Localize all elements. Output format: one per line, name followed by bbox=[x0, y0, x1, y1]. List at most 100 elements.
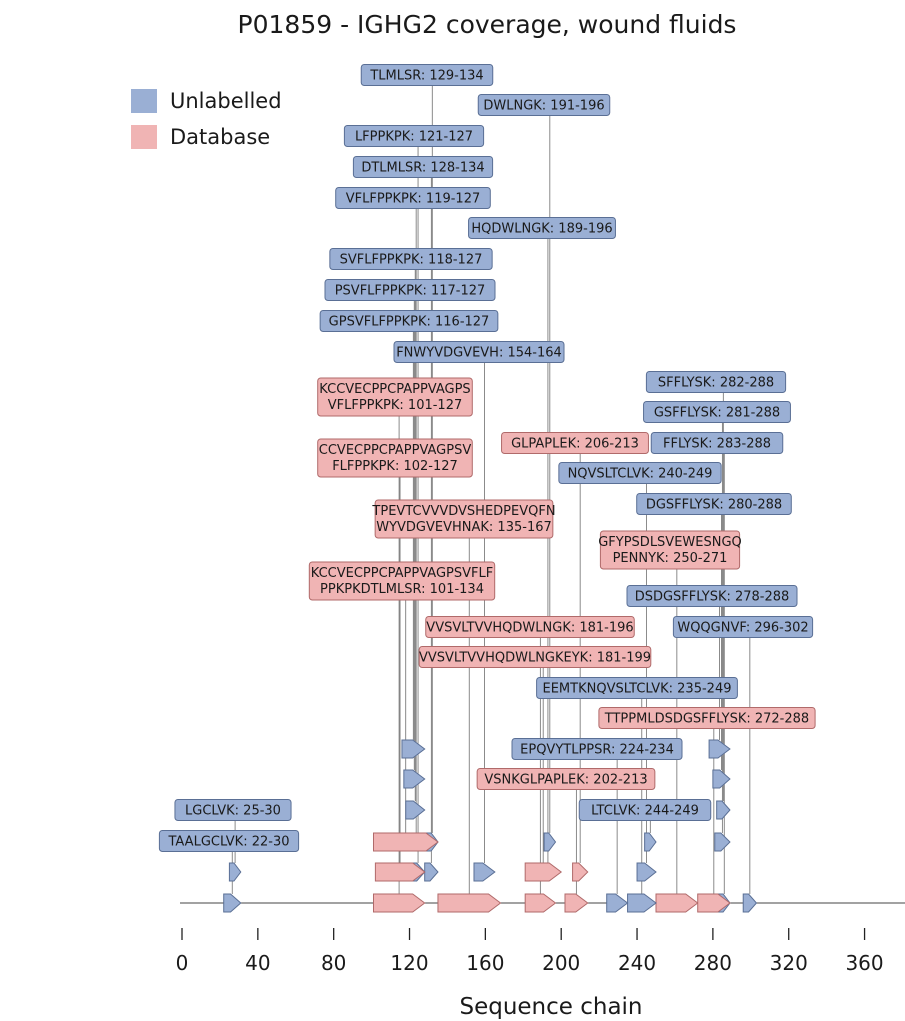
peptide-arrow bbox=[524, 893, 557, 913]
legend-label-unlabelled: Unlabelled bbox=[170, 89, 282, 113]
peptide-label: FNWYVDGVEVH: 154-164 bbox=[393, 341, 565, 363]
peptide-label-box bbox=[477, 94, 611, 116]
peptide-label-box bbox=[598, 707, 816, 729]
peptide-label-text: VFLFPPKPK: 119-127 bbox=[346, 192, 481, 207]
peptide-label: NQVSLTCLVK: 240-249 bbox=[558, 462, 722, 484]
peptide-label: WQQGNVF: 296-302 bbox=[672, 616, 814, 638]
peptide-label: DGSFFLYSK: 280-288 bbox=[636, 493, 792, 515]
legend-swatch-unlabelled bbox=[131, 89, 157, 113]
peptide-arrow bbox=[627, 893, 657, 913]
x-axis: 0 40 80 120 160 200 240 280 320 360 bbox=[176, 928, 884, 975]
peptide-label-text: TAALGCLVK: 22-30 bbox=[168, 835, 290, 850]
peptide-label-box bbox=[645, 371, 787, 393]
peptide-label-text: SVFLFPPKPK: 118-127 bbox=[340, 253, 483, 268]
peptide-label-box bbox=[335, 187, 491, 209]
peptide-label: KCCVECPPCPAPPVAGPS VFLFPPKPK: 101-127 bbox=[317, 377, 473, 417]
peptide-label-text: FNWYVDGVEVH: 154-164 bbox=[396, 346, 562, 361]
peptide-label-box bbox=[343, 125, 485, 147]
peptide-arrow bbox=[564, 893, 589, 913]
peptide-label-box bbox=[319, 310, 499, 332]
peptide-label: KCCVECPPCPAPPVAGPSVFLF PPKPKDTLMLSR: 101-… bbox=[308, 561, 496, 601]
peptide-label: TPEVTCVVVDVSHEDPEVQFN WYVDGVEVHNAK: 135-1… bbox=[371, 499, 556, 539]
peptide-label: PSVFLFPPKPK: 117-127 bbox=[324, 279, 496, 301]
peptide-label-box bbox=[536, 677, 738, 699]
legend-swatch-database bbox=[131, 125, 157, 149]
peptide-label: TLMLSR: 129-134 bbox=[360, 64, 494, 86]
peptide-arrow bbox=[437, 893, 502, 913]
peptide-arrow bbox=[644, 832, 657, 852]
peptide-label-box bbox=[425, 616, 635, 638]
peptide-label-text: GPSVFLFPPKPK: 116-127 bbox=[329, 315, 490, 330]
peptide-label-box bbox=[468, 217, 616, 239]
peptide-label-text: EPQVYTLPPSR: 224-234 bbox=[520, 743, 674, 758]
peptide-label: TAALGCLVK: 22-30 bbox=[158, 830, 300, 852]
peptide-label-text: LFPPKPK: 121-127 bbox=[355, 130, 473, 145]
peptide-label-box bbox=[650, 432, 784, 454]
peptide-label: VSNKGLPAPLEK: 202-213 bbox=[476, 768, 656, 790]
peptide-label-text: DGSFFLYSK: 280-288 bbox=[646, 498, 782, 513]
peptide-label-text: EEMTKNQVSLTCLVK: 235-249 bbox=[543, 682, 732, 697]
peptide-label-text: GLPAPLEK: 206-213 bbox=[511, 437, 639, 452]
peptide-label: TTPPMLDSDGSFFLYSK: 272-288 bbox=[598, 707, 816, 729]
peptide-label-text: KCCVECPPCPAPPVAGPS VFLFPPKPK: 101-127 bbox=[319, 382, 470, 413]
peptide-arrow bbox=[543, 832, 557, 852]
peptide-label: EEMTKNQVSLTCLVK: 235-249 bbox=[536, 677, 738, 699]
peptide-label-text: WQQGNVF: 296-302 bbox=[677, 621, 808, 636]
x-tick-label: 280 bbox=[694, 951, 732, 975]
peptide-label-text: PSVFLFPPKPK: 117-127 bbox=[335, 284, 486, 299]
x-tick-label: 40 bbox=[245, 951, 270, 975]
peptide-label-text: KCCVECPPCPAPPVAGPSVFLF PPKPKDTLMLSR: 101-… bbox=[311, 566, 493, 597]
peptide-label: DWLNGK: 191-196 bbox=[477, 94, 611, 116]
peptide-label-text: LGCLVK: 25-30 bbox=[185, 804, 281, 819]
peptide-label-text: GFYPSDLSVEWESNGQ PENNYK: 250-271 bbox=[598, 535, 742, 566]
peptide-arrow bbox=[636, 862, 657, 882]
peptide-arrow bbox=[712, 769, 731, 789]
peptide-label: EPQVYTLPPSR: 224-234 bbox=[511, 738, 683, 760]
chart-title: P01859 - IGHG2 coverage, wound fluids bbox=[238, 10, 737, 39]
peptide-label: VVSVLTVVHQDWLNGK: 181-196 bbox=[425, 616, 635, 638]
peptide-labels: TLMLSR: 129-134 DWLNGK: 191-196 LFPPKPK: 1… bbox=[158, 64, 816, 852]
peptide-label-text: VVSVLTVVHQDWLNGK: 181-196 bbox=[426, 621, 633, 636]
peptide-label-box bbox=[317, 438, 473, 478]
peptide-label-box bbox=[418, 646, 652, 668]
peptide-label-box bbox=[324, 279, 496, 301]
x-tick-label: 0 bbox=[176, 951, 189, 975]
peptide-label-box bbox=[672, 616, 814, 638]
peptide-label: SFFLYSK: 282-288 bbox=[645, 371, 787, 393]
peptide-label-box bbox=[599, 530, 741, 570]
peptide-arrow bbox=[401, 739, 426, 759]
peptide-label-box bbox=[317, 377, 473, 417]
peptide-label-text: NQVSLTCLVK: 240-249 bbox=[568, 467, 713, 482]
peptide-label: LTCLVK: 244-249 bbox=[578, 799, 712, 821]
peptide-label-text: DSDGSFFLYSK: 278-288 bbox=[635, 590, 790, 605]
peptide-label: HQDWLNGK: 189-196 bbox=[468, 217, 616, 239]
peptide-arrow bbox=[473, 862, 496, 882]
peptide-arrow bbox=[403, 769, 426, 789]
peptide-arrow bbox=[524, 862, 563, 882]
peptide-label-text: FFLYSK: 283-288 bbox=[663, 437, 771, 452]
peptide-arrow bbox=[223, 893, 242, 913]
peptide-arrow bbox=[572, 862, 589, 882]
peptide-arrow bbox=[424, 862, 439, 882]
peptide-label: DSDGSFFLYSK: 278-288 bbox=[626, 585, 798, 607]
x-tick-label: 240 bbox=[618, 951, 656, 975]
peptide-arrow bbox=[655, 893, 699, 913]
peptide-label-box bbox=[578, 799, 712, 821]
peptide-label-box bbox=[558, 462, 722, 484]
peptide-label: FFLYSK: 283-288 bbox=[650, 432, 784, 454]
peptide-label-box bbox=[308, 561, 496, 601]
peptide-label: GLPAPLEK: 206-213 bbox=[501, 432, 649, 454]
peptide-label-text: LTCLVK: 244-249 bbox=[591, 804, 699, 819]
peptide-arrows bbox=[223, 739, 758, 913]
peptide-arrow bbox=[708, 739, 731, 759]
peptide-label-box bbox=[393, 341, 565, 363]
peptide-label-box bbox=[174, 799, 292, 821]
peptide-label-text: VSNKGLPAPLEK: 202-213 bbox=[484, 773, 647, 788]
peptide-label-text: CCVECPPCPAPPVAGPSV FLFPPKPK: 102-127 bbox=[319, 443, 472, 474]
peptide-label: LGCLVK: 25-30 bbox=[174, 799, 292, 821]
peptide-label-text: VVSVLTVVHQDWLNGKEYK: 181-199 bbox=[419, 651, 651, 666]
peptide-label: SVFLFPPKPK: 118-127 bbox=[329, 248, 493, 270]
peptide-label: LFPPKPK: 121-127 bbox=[343, 125, 485, 147]
peptide-label: VVSVLTVVHQDWLNGKEYK: 181-199 bbox=[418, 646, 652, 668]
peptide-label-box bbox=[511, 738, 683, 760]
